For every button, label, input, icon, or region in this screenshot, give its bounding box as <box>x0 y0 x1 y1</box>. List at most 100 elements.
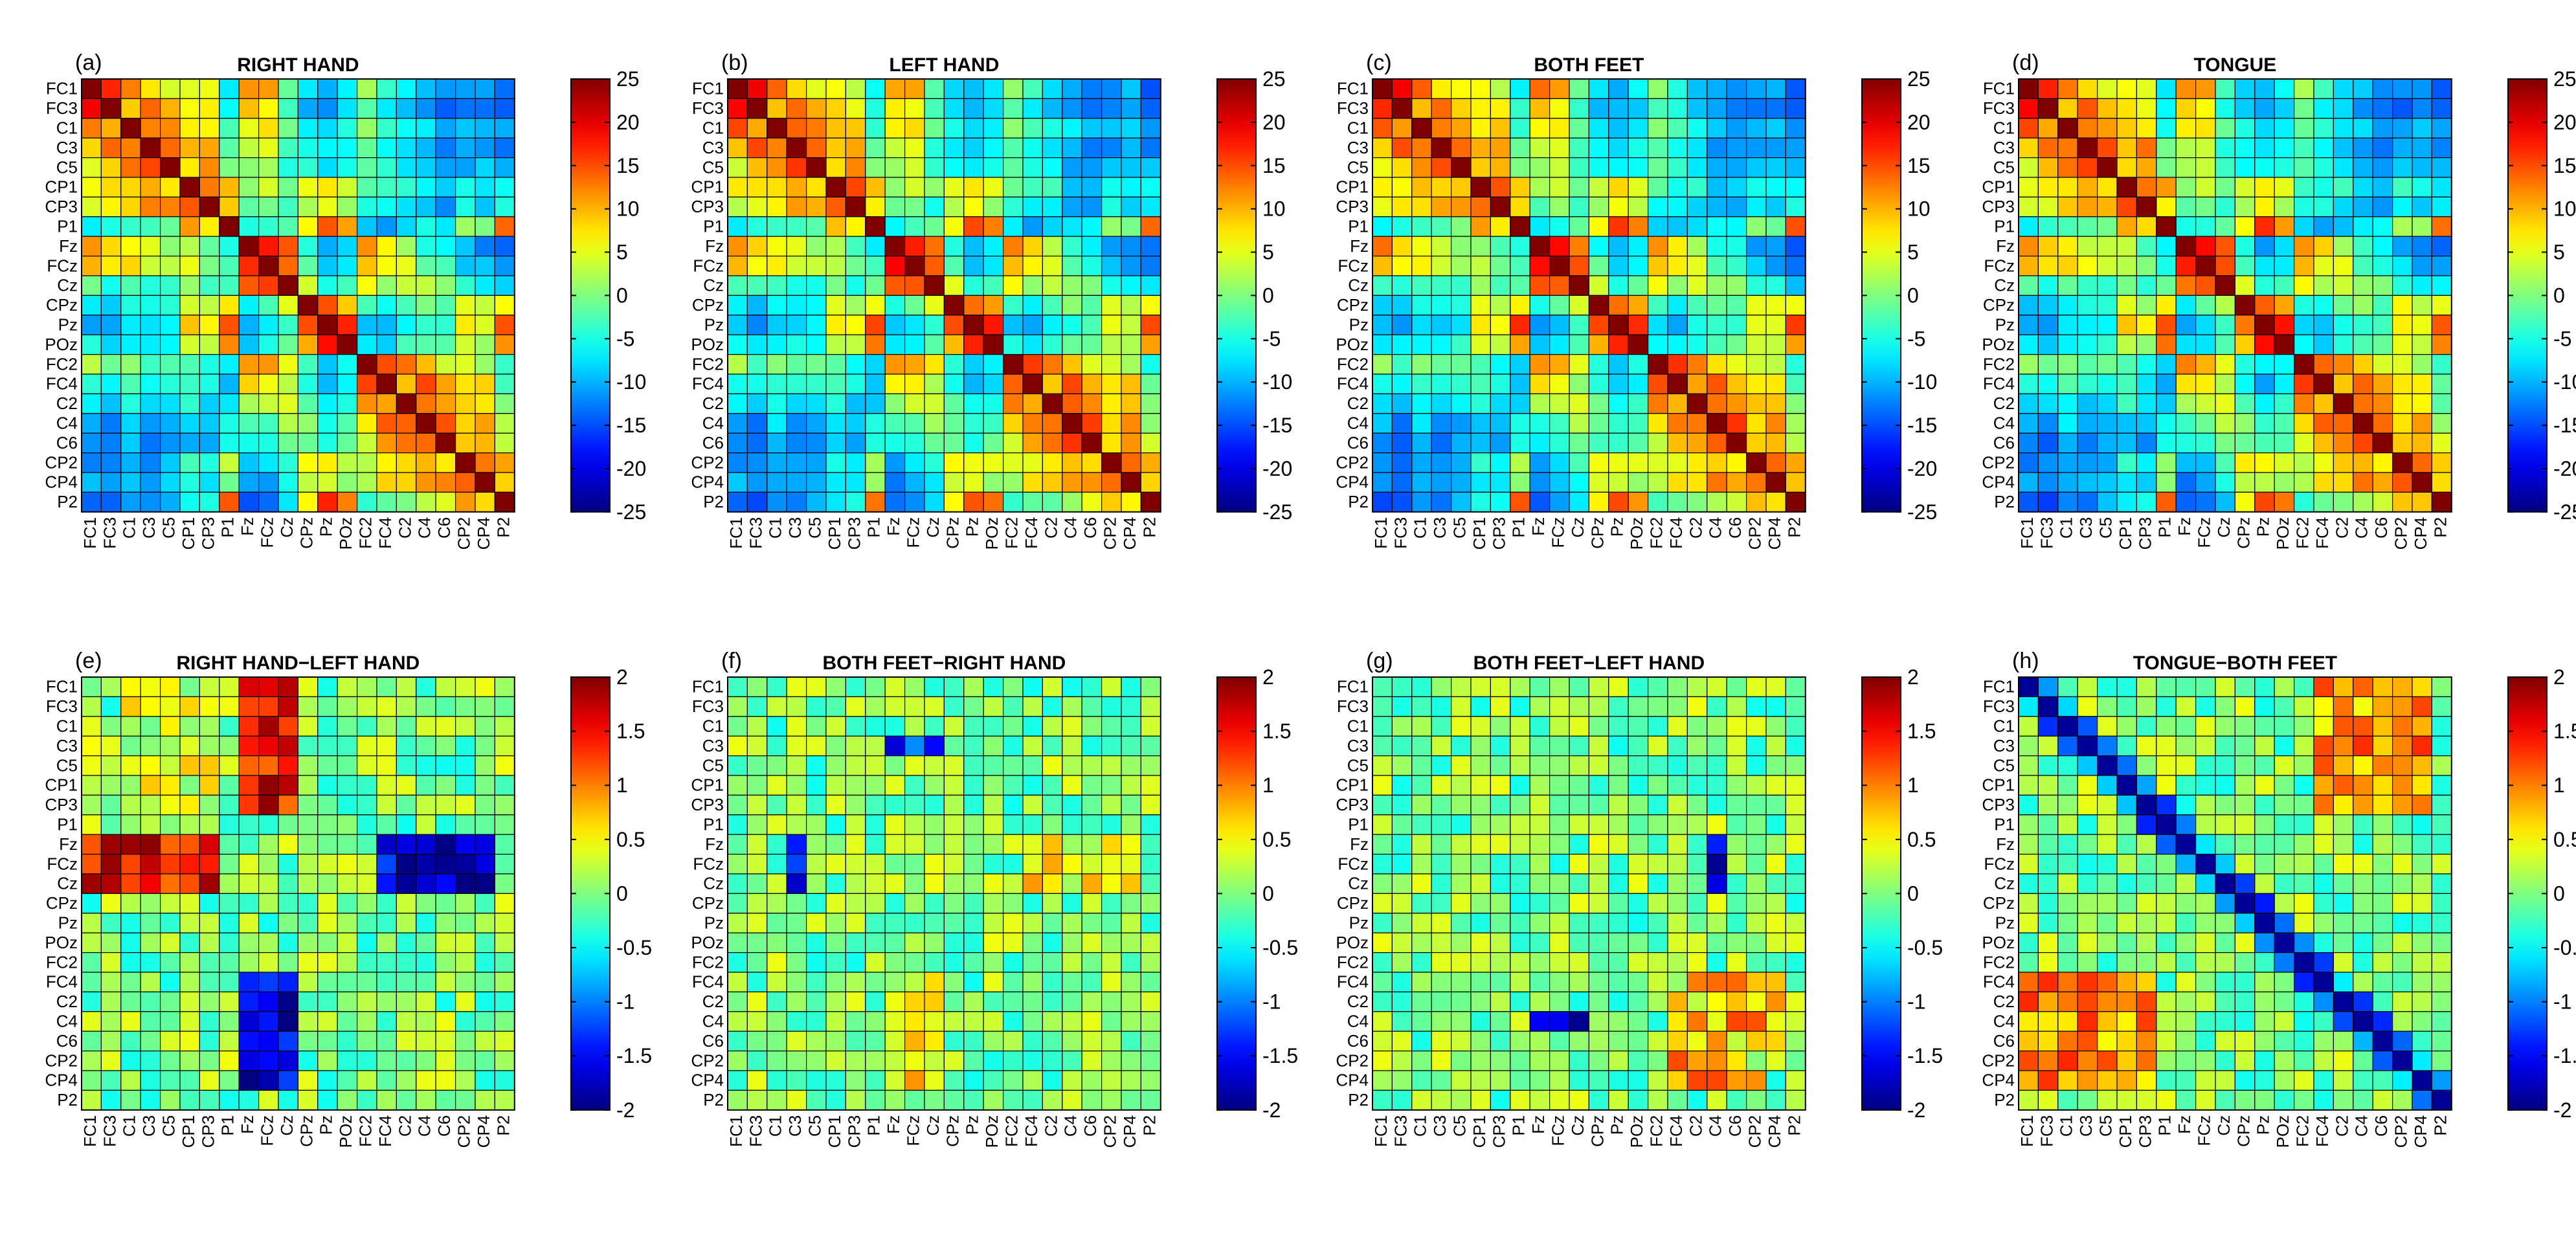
heatmap-cell <box>160 413 181 434</box>
heatmap-cell <box>1101 137 1122 159</box>
heatmap-cell <box>884 334 906 355</box>
heatmap-cell <box>1648 334 1668 355</box>
heatmap-cell <box>1411 794 1432 816</box>
heatmap-cell <box>2018 157 2039 178</box>
heatmap-cell <box>2254 834 2275 855</box>
heatmap-cell <box>278 696 298 717</box>
heatmap-cell <box>81 1070 102 1091</box>
colorbar-tick-label: -1 <box>1262 990 1281 1014</box>
heatmap-cell <box>100 118 122 139</box>
heatmap-cell <box>1510 775 1530 796</box>
heatmap-cell <box>2018 794 2039 816</box>
heatmap-cell <box>786 216 807 237</box>
heatmap-cell <box>396 1070 417 1091</box>
heatmap-cell <box>904 256 925 276</box>
heatmap-cell <box>2175 196 2197 217</box>
heatmap-cell <box>1140 794 1161 816</box>
heatmap-cell <box>2057 932 2078 953</box>
heatmap-cell <box>1667 177 1688 197</box>
heatmap-cell <box>1140 177 1161 197</box>
heatmap-cell <box>963 952 984 973</box>
heatmap-cell <box>2333 814 2354 835</box>
heatmap-cell <box>825 1089 846 1111</box>
heatmap-cell <box>1588 315 1609 335</box>
colorbar-tick-label: 10 <box>616 197 640 221</box>
heatmap-cell <box>2195 236 2216 257</box>
y-tick-label: CP2 <box>1982 452 2015 472</box>
heatmap-cell <box>278 413 298 434</box>
heatmap-cell <box>494 834 515 855</box>
heatmap-cell <box>1529 334 1551 355</box>
heatmap-cell <box>1121 794 1141 816</box>
x-tick-label: CP4 <box>2411 517 2430 550</box>
colorbar-tick-label: 10 <box>1907 197 1931 221</box>
heatmap-cell <box>2431 676 2452 697</box>
heatmap-cell <box>904 98 925 119</box>
heatmap-cell <box>1588 794 1609 816</box>
heatmap-cell <box>767 794 787 816</box>
heatmap-cell <box>2392 716 2413 737</box>
heatmap-cell <box>1648 716 1668 737</box>
heatmap-cell <box>2274 676 2295 697</box>
heatmap-cell <box>2234 315 2256 335</box>
heatmap-cell <box>1101 1050 1122 1071</box>
heatmap-cell <box>1411 256 1432 276</box>
heatmap-cell <box>2372 1070 2393 1091</box>
heatmap-cell <box>160 157 181 178</box>
y-tick-label: P2 <box>1994 1090 2015 1109</box>
heatmap-cell <box>1411 275 1432 296</box>
heatmap-cell <box>258 315 279 335</box>
heatmap-cell <box>2215 1089 2235 1111</box>
heatmap-cell <box>1569 1070 1589 1091</box>
heatmap-cell <box>140 98 161 119</box>
heatmap-cell <box>2234 472 2256 493</box>
heatmap-cell <box>1022 853 1043 875</box>
y-tick-label: C3 <box>1993 138 2015 157</box>
y-tick-label: P1 <box>703 217 724 236</box>
x-tick-label: C5 <box>2096 517 2116 539</box>
heatmap-cell <box>494 373 515 394</box>
heatmap-cell <box>2254 775 2275 796</box>
heatmap-cell <box>943 1089 965 1111</box>
heatmap-cell <box>1686 334 1708 355</box>
heatmap-cell <box>1569 491 1589 513</box>
heatmap-cell <box>2156 893 2177 914</box>
heatmap-cell <box>356 1050 377 1071</box>
heatmap-cell <box>1549 98 1570 119</box>
heatmap-cell <box>884 236 906 257</box>
heatmap-cell <box>1648 755 1668 776</box>
x-tick-label: C5 <box>159 1115 179 1137</box>
heatmap-cell <box>238 216 260 237</box>
heatmap-cell <box>1588 893 1609 914</box>
heatmap-cell <box>160 972 181 992</box>
heatmap-cell <box>435 794 456 816</box>
heatmap-cell <box>1588 775 1609 796</box>
heatmap-cell <box>2018 334 2039 355</box>
heatmap-cell <box>1431 315 1452 335</box>
heatmap-cell <box>2313 991 2334 1012</box>
x-tick-label: POz <box>1627 1115 1646 1148</box>
y-tick-label: CPz <box>1337 893 1369 913</box>
heatmap-cell <box>1529 735 1551 757</box>
heatmap-cell <box>1002 334 1024 355</box>
x-tick-label: C4 <box>2352 517 2371 539</box>
heatmap-cell <box>81 794 102 816</box>
heatmap-cell <box>376 491 397 513</box>
heatmap-cell <box>1002 893 1024 914</box>
heatmap-cell <box>258 78 279 99</box>
heatmap-cell <box>1628 755 1649 776</box>
heatmap-cell <box>884 137 906 159</box>
heatmap-cell <box>2294 696 2314 717</box>
heatmap-cell <box>2392 196 2413 217</box>
heatmap-cell <box>1081 735 1103 757</box>
heatmap-cell <box>1062 775 1082 796</box>
heatmap-cell <box>1140 893 1161 914</box>
heatmap-cell <box>1042 432 1063 454</box>
heatmap-cell <box>2156 157 2177 178</box>
heatmap-cell <box>2156 432 2177 454</box>
heatmap-cell <box>100 913 122 933</box>
heatmap-cell <box>2037 696 2059 717</box>
heatmap-cell <box>845 334 866 355</box>
heatmap-cell <box>924 432 945 454</box>
heatmap-cell <box>1608 137 1629 159</box>
